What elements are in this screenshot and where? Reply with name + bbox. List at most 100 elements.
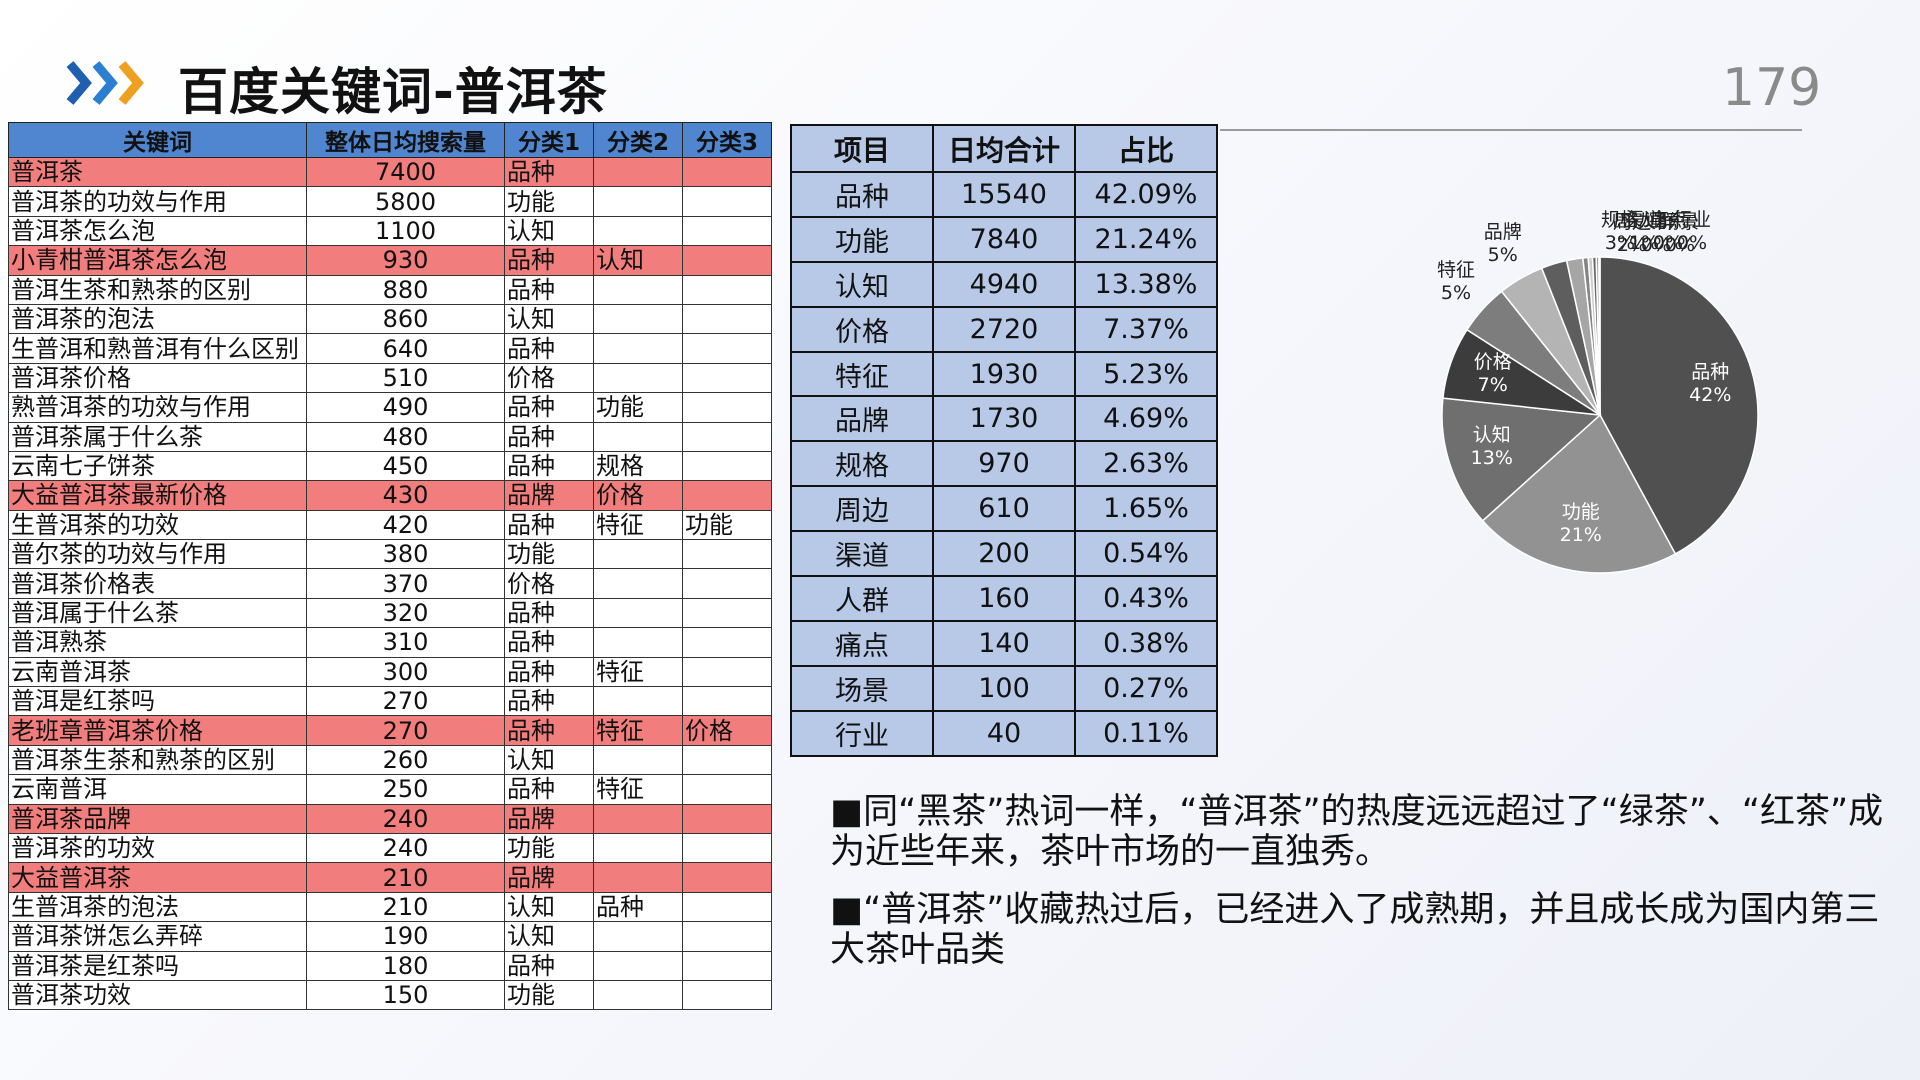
table-row: 普洱茶饼怎么弄碎 190 认知 bbox=[8, 921, 772, 952]
pie-label-value: 5% bbox=[1488, 244, 1518, 266]
total-cell: 2720 bbox=[932, 305, 1076, 353]
cat2-cell bbox=[593, 215, 683, 247]
cat1-cell: 品种 bbox=[504, 950, 594, 981]
total-cell: 40 bbox=[932, 709, 1076, 757]
pie-label-name: 品牌 bbox=[1484, 221, 1522, 243]
summary-row: 人群 160 0.43% bbox=[790, 575, 1218, 622]
table-row: 普洱茶的功效与作用 5800 功能 bbox=[8, 186, 772, 217]
cat3-cell bbox=[682, 950, 772, 981]
total-cell: 4940 bbox=[932, 260, 1076, 308]
volume-cell: 270 bbox=[306, 715, 505, 746]
keyword-cell: 大益普洱茶 bbox=[8, 862, 307, 893]
summary-table-body: 品种 15540 42.09% 功能 7840 21.24% 认知 4940 13.38% 价格 2… bbox=[790, 171, 1218, 757]
bullet-notes: ■同“黑茶”热词一样，“普洱茶”的热度远远超过了“绿茶”、“红茶”成为近些年来，… bbox=[830, 792, 1910, 988]
pie-label-value: 1% bbox=[1629, 232, 1659, 254]
keyword-cell: 普洱茶 bbox=[8, 156, 307, 188]
keyword-cell: 老班章普洱茶价格 bbox=[8, 715, 307, 746]
cat3-cell bbox=[682, 450, 772, 482]
cat3-cell bbox=[682, 686, 772, 717]
cat3-cell bbox=[682, 539, 772, 570]
pie-label-name: 认知 bbox=[1473, 424, 1511, 446]
table-row: 普洱茶生茶和熟茶的区别 260 认知 bbox=[8, 744, 772, 776]
volume-cell: 260 bbox=[306, 744, 505, 776]
table-row: 普洱生茶和熟茶的区别 880 品种 bbox=[8, 274, 772, 305]
table-row: 小青柑普洱茶怎么泡 930 品种 认知 bbox=[8, 245, 772, 276]
cat1-cell: 功能 bbox=[504, 832, 594, 864]
cat3-cell bbox=[682, 979, 772, 1011]
summary-row: 认知 4940 13.38% bbox=[790, 260, 1218, 308]
table-row: 普洱茶 7400 品种 bbox=[8, 156, 772, 188]
cat3-cell bbox=[682, 274, 772, 305]
cat1-cell: 品种 bbox=[504, 421, 594, 452]
summary-table-container: 项目 日均合计 占比 品种 15540 42.09% 功能 7840 21.24% 认知 49… bbox=[790, 124, 1218, 757]
pie-slice-认知 bbox=[1441, 397, 1602, 522]
volume-cell: 210 bbox=[306, 891, 505, 923]
cat2-cell bbox=[593, 568, 683, 599]
table-row: 普洱茶是红茶吗 180 品种 bbox=[8, 950, 772, 981]
pie-label-name: 场景 bbox=[1661, 211, 1699, 233]
cat2-cell bbox=[593, 803, 683, 834]
share-cell: 42.09% bbox=[1074, 171, 1218, 218]
cat2-cell bbox=[593, 862, 683, 893]
keyword-cell: 生普洱和熟普洱有什么区别 bbox=[8, 333, 307, 364]
volume-cell: 150 bbox=[306, 979, 505, 1011]
share-cell: 21.24% bbox=[1074, 215, 1218, 263]
keyword-table-body: 普洱茶 7400 品种 普洱茶的功效与作用 5800 功能 普洱茶怎么泡 1100 认知 小青柑普… bbox=[8, 156, 772, 1011]
keyword-cell: 普洱茶是红茶吗 bbox=[8, 950, 307, 981]
share-cell: 13.38% bbox=[1074, 260, 1218, 308]
cat3-cell bbox=[682, 744, 772, 776]
pie-label-value: 42% bbox=[1689, 384, 1731, 406]
page-number: 179 bbox=[1722, 58, 1822, 118]
cat1-cell: 认知 bbox=[504, 891, 594, 923]
cat3-cell bbox=[682, 656, 772, 688]
keyword-cell: 普洱茶价格表 bbox=[8, 568, 307, 599]
cat3-cell bbox=[682, 921, 772, 952]
header-share: 占比 bbox=[1074, 124, 1218, 173]
pie-label-name: 规格 bbox=[1601, 209, 1639, 231]
table-row: 普洱茶的泡法 860 认知 bbox=[8, 303, 772, 335]
keyword-cell: 大益普洱茶最新价格 bbox=[8, 480, 307, 511]
cat2-cell bbox=[593, 539, 683, 570]
cat2-cell: 特征 bbox=[593, 715, 683, 746]
keyword-table-container: 关键词 整体日均搜索量 分类1 分类2 分类3 普洱茶 7400 品种 普洱茶的功效与… bbox=[8, 122, 772, 1011]
pie-label-value: 21% bbox=[1560, 524, 1602, 546]
cat3-cell bbox=[682, 480, 772, 511]
cat3-cell bbox=[682, 803, 772, 834]
pie-label-value: 13% bbox=[1471, 447, 1513, 469]
total-cell: 1930 bbox=[932, 350, 1076, 398]
cat3-cell bbox=[682, 392, 772, 423]
keyword-cell: 普洱茶价格 bbox=[8, 362, 307, 394]
item-cell: 渠道 bbox=[790, 530, 934, 578]
volume-cell: 240 bbox=[306, 803, 505, 834]
cat1-cell: 品牌 bbox=[504, 480, 594, 511]
volume-cell: 180 bbox=[306, 950, 505, 981]
share-cell: 7.37% bbox=[1074, 305, 1218, 353]
keyword-cell: 熟普洱茶的功效与作用 bbox=[8, 392, 307, 423]
summary-row: 规格 970 2.63% bbox=[790, 440, 1218, 488]
volume-cell: 240 bbox=[306, 832, 505, 864]
table-row: 云南七子饼茶 450 品种 规格 bbox=[8, 450, 772, 482]
cat1-cell: 品种 bbox=[504, 656, 594, 688]
item-cell: 品牌 bbox=[790, 395, 934, 443]
cat2-cell bbox=[593, 421, 683, 452]
keyword-cell: 普洱茶品牌 bbox=[8, 803, 307, 834]
keyword-cell: 小青柑普洱茶怎么泡 bbox=[8, 245, 307, 276]
summary-row: 品种 15540 42.09% bbox=[790, 171, 1218, 218]
pie-label-name: 周边 bbox=[1613, 211, 1651, 233]
share-cell: 2.63% bbox=[1074, 440, 1218, 488]
header-total: 日均合计 bbox=[932, 124, 1076, 173]
cat2-cell: 品种 bbox=[593, 891, 683, 923]
pie-label-name: 行业 bbox=[1673, 209, 1711, 231]
share-cell: 1.65% bbox=[1074, 485, 1218, 533]
volume-cell: 300 bbox=[306, 656, 505, 688]
share-cell: 0.38% bbox=[1074, 619, 1218, 667]
cat1-cell: 认知 bbox=[504, 744, 594, 776]
item-cell: 周边 bbox=[790, 485, 934, 533]
total-cell: 140 bbox=[932, 619, 1076, 667]
cat1-cell: 品种 bbox=[504, 392, 594, 423]
cat1-cell: 功能 bbox=[504, 539, 594, 570]
category-pie-chart: 品种42%功能21%认知13%价格7%特征5%品牌5%规格3%周边2%渠道1%人… bbox=[1437, 209, 1759, 574]
table-row: 普洱茶功效 150 功能 bbox=[8, 979, 772, 1011]
volume-cell: 450 bbox=[306, 450, 505, 482]
table-row: 普洱是红茶吗 270 品种 bbox=[8, 686, 772, 717]
